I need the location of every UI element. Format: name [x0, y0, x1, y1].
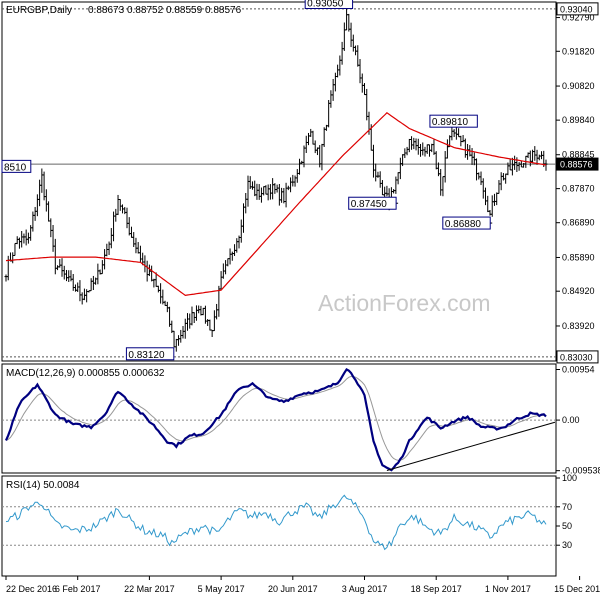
- annotation-label: 0.87450: [351, 199, 388, 210]
- rsi-axis-label: 100: [562, 473, 577, 483]
- macd-line: [4, 367, 547, 472]
- price-axis-label: 0.91820: [562, 46, 595, 56]
- ohlc-low: 0.88559: [166, 5, 203, 16]
- x-axis-label: 5 May 2017: [198, 584, 245, 594]
- ohlc-open: 0.88673: [88, 5, 125, 16]
- moving-average-line: [5, 112, 547, 297]
- rsi-line: [5, 494, 547, 551]
- macd-title: MACD(12,26,9) 0.000855 0.000632: [6, 368, 165, 379]
- annotation-box: [125, 347, 175, 361]
- annotation-box: [429, 114, 478, 128]
- annotation-box: [348, 196, 397, 210]
- rsi-layer: [2, 494, 556, 551]
- rsi-axis-label: 70: [562, 502, 572, 512]
- price-layer: 0.93050 0.87450 0.89810 0.86880 0.83120 8510: [1, 0, 556, 361]
- price-level-tag: [556, 2, 599, 16]
- price-level-tag: [556, 350, 599, 364]
- macd-axis-label: -0.009538: [562, 466, 600, 476]
- annotation-box: [442, 216, 491, 230]
- price-axis-label: 0.83920: [562, 321, 595, 331]
- price-level-label: 0.93040: [560, 4, 593, 14]
- x-axis-label: 20 Jun 2017: [268, 584, 318, 594]
- annotation-label: 8510: [4, 162, 27, 173]
- rsi-axis-label: 30: [562, 540, 572, 550]
- x-axis-label: 22 Dec 2016: [6, 584, 57, 594]
- price-axis-label: 0.88845: [562, 150, 595, 160]
- macd-trendline: [386, 421, 556, 471]
- axis-layer: 0.92790 0.91820 0.90820 0.89840 0.88845 0.878…: [5, 2, 600, 594]
- x-axis-label: 15 Dec 2017: [554, 584, 600, 594]
- annotation-box: [304, 0, 354, 10]
- rsi-axis-label: 50: [562, 521, 572, 531]
- x-axis-label: 22 Mar 2017: [124, 584, 175, 594]
- macd-axis-label: 0.00954: [562, 365, 595, 375]
- x-axis-label: 18 Sep 2017: [411, 584, 462, 594]
- price-panel-frame: [1, 1, 557, 362]
- macd-layer: [2, 367, 556, 472]
- price-level-tag: [556, 157, 599, 171]
- x-axis-label: 3 Aug 2017: [342, 584, 388, 594]
- price-level-label: 0.83030: [560, 352, 593, 362]
- annotation-label: 0.89810: [432, 117, 469, 128]
- price-axis-label: 0.92790: [562, 13, 595, 23]
- symbol-title: EURGBP,Daily: [6, 5, 72, 16]
- watermark: ActionForex.com: [318, 290, 491, 316]
- ohlc-close: 0.88576: [205, 5, 242, 16]
- x-axis-label: 1 Nov 2017: [485, 584, 531, 594]
- annotation-label: 0.93050: [307, 0, 344, 10]
- price-axis-label: 0.90820: [562, 81, 595, 91]
- annotation-label: 0.86880: [445, 219, 482, 230]
- price-axis-label: 0.85890: [562, 252, 595, 262]
- price-axis-label: 0.84920: [562, 286, 595, 296]
- macd-axis-label: 0.00: [562, 415, 580, 425]
- annotation-label: 0.83120: [128, 350, 165, 361]
- price-axis-label: 0.86890: [562, 218, 595, 228]
- price-axis-label: 0.89840: [562, 115, 595, 125]
- price-level-label: 0.88576: [560, 160, 593, 170]
- price-axis-label: 0.87870: [562, 184, 595, 194]
- annotation-box: [1, 159, 32, 173]
- x-axis-label: 6 Feb 2017: [55, 584, 101, 594]
- ohlc-high: 0.88752: [127, 5, 164, 16]
- rsi-title: RSI(14) 50.0084: [6, 480, 80, 491]
